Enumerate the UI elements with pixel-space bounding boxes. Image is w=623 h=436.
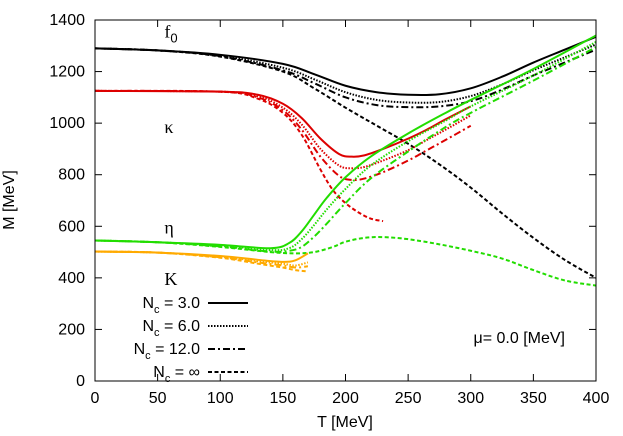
series-line-5 xyxy=(95,89,472,158)
curve-label: κ xyxy=(164,117,173,137)
legend-label: Nc = 12.0 xyxy=(134,341,201,362)
x-tick-label: 50 xyxy=(149,390,167,407)
x-tick-label: 0 xyxy=(91,390,100,407)
series-line-15 xyxy=(95,250,309,269)
x-tick-label: 250 xyxy=(395,390,422,407)
series-line-2 xyxy=(95,43,596,104)
y-axis-title: M [MeV] xyxy=(1,170,18,230)
labels-layer: f0 κ η K xyxy=(164,22,177,290)
y-tick-label: 0 xyxy=(76,373,85,390)
annotation-mu: μ= 0.0 [MeV] xyxy=(474,330,565,347)
curve-label: f0 xyxy=(164,22,177,46)
y-tick-label: 1000 xyxy=(49,115,85,132)
x-tick-label: 100 xyxy=(207,390,234,407)
x-tick-label: 350 xyxy=(520,390,547,407)
x-tick-label: 300 xyxy=(457,390,484,407)
series-line-14 xyxy=(95,250,309,267)
y-tick-label: 200 xyxy=(58,321,85,338)
curve-label: K xyxy=(164,269,177,289)
series-line-6 xyxy=(95,89,472,170)
y-tick-label: 1200 xyxy=(49,64,85,81)
series-line-7 xyxy=(95,89,472,182)
series-line-1 xyxy=(95,35,596,97)
ticks-layer: 0 50 100 150 200 250 300 350 400 0 200 400 600 800 100… xyxy=(49,12,609,407)
y-tick-label: 400 xyxy=(58,270,85,287)
legend-label: Nc = 3.0 xyxy=(142,295,200,316)
x-tick-label: 150 xyxy=(270,390,297,407)
series-line-4 xyxy=(95,47,596,279)
x-axis-title: T [MeV] xyxy=(317,414,373,431)
series-layer xyxy=(95,34,596,287)
legend-label: Nc = ∞ xyxy=(153,364,200,385)
x-tick-label: 400 xyxy=(583,390,610,407)
curve-label: η xyxy=(164,218,173,238)
series-line-3 xyxy=(95,47,596,109)
series-line-11 xyxy=(95,46,596,253)
legend: Nc = 3.0Nc = 6.0Nc = 12.0Nc = ∞ xyxy=(134,295,248,385)
y-tick-label: 800 xyxy=(58,167,85,184)
y-tick-label: 600 xyxy=(58,218,85,235)
series-line-8 xyxy=(95,89,384,223)
series-line-12 xyxy=(95,236,596,287)
x-tick-label: 200 xyxy=(332,390,359,407)
legend-label: Nc = 6.0 xyxy=(142,318,200,339)
series-line-9 xyxy=(95,34,596,250)
series-line-16 xyxy=(95,250,309,273)
series-line-10 xyxy=(95,41,596,252)
y-tick-label: 1400 xyxy=(49,12,85,29)
